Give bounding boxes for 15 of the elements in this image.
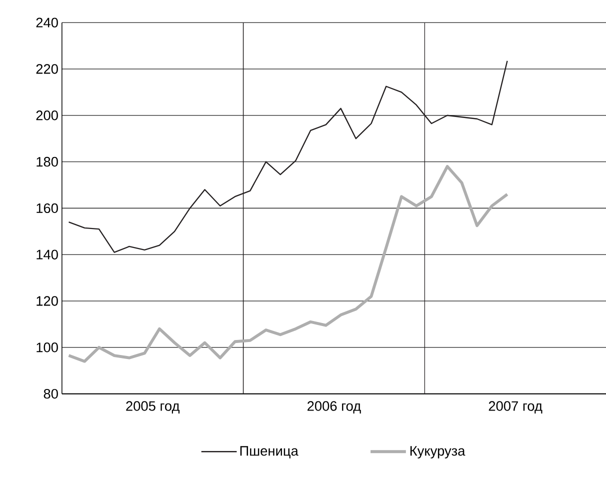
legend-label: Кукуруза — [410, 446, 466, 458]
y-tick-label: 220 — [36, 64, 58, 74]
x-tick-label: 2005 год — [126, 401, 180, 414]
y-tick-label: 160 — [36, 203, 58, 213]
y-tick-label: 80 — [44, 388, 58, 399]
y-tick-label: 240 — [36, 18, 58, 28]
y-tick-label: 100 — [36, 342, 58, 352]
x-tick-label: 2006 год — [308, 401, 361, 414]
y-tick-label: 180 — [36, 156, 58, 167]
y-tick-label: 120 — [36, 296, 58, 306]
legend-label: Пшеница — [240, 446, 298, 458]
y-tick-label: 200 — [36, 110, 58, 120]
line-series — [67, 164, 509, 363]
x-tick-label: 2007 год — [488, 401, 542, 414]
y-tick-label: 140 — [36, 250, 58, 260]
